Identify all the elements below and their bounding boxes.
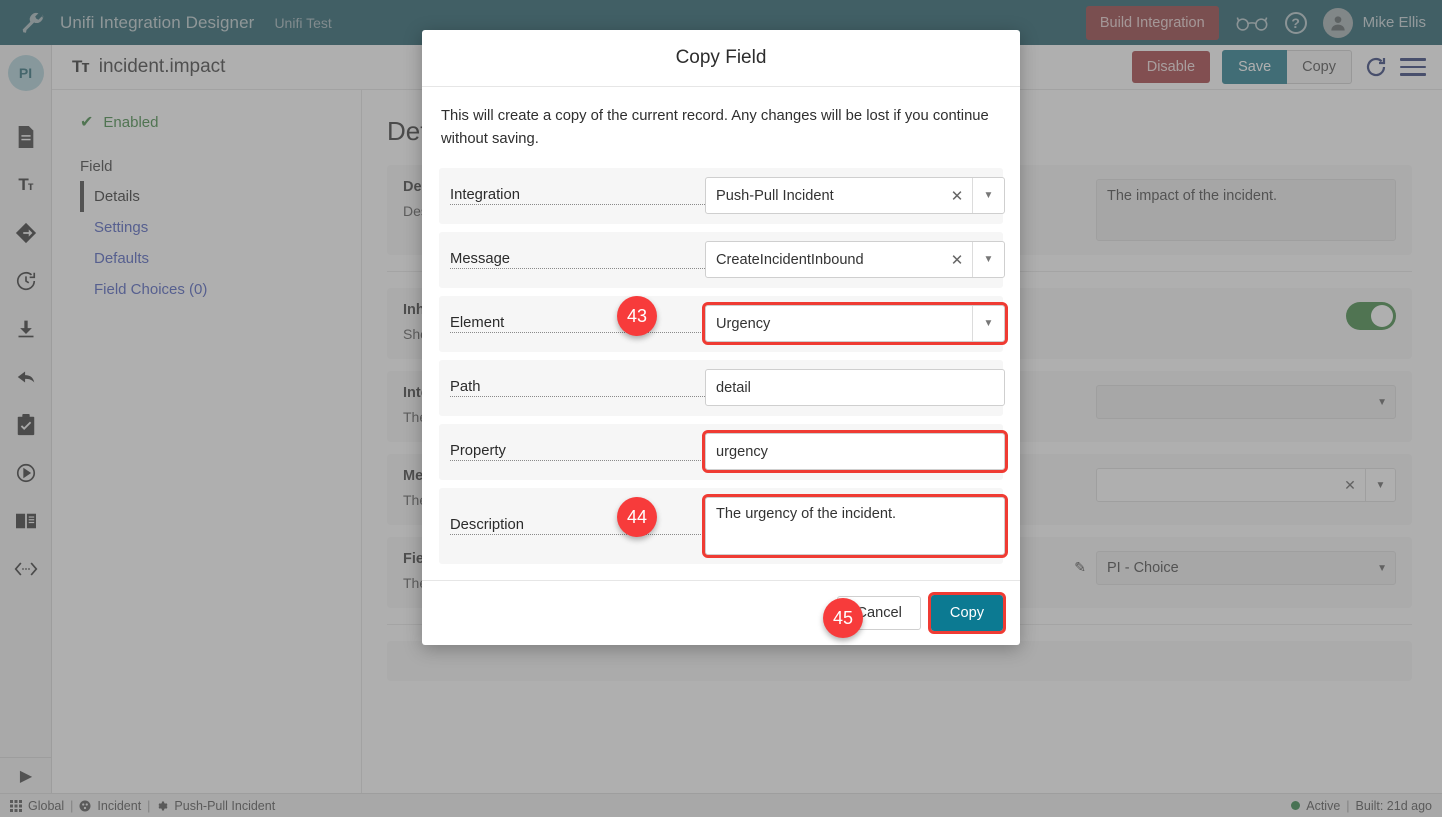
property-input[interactable]: urgency — [702, 430, 1008, 474]
modal-field-message: Message CreateIncidentInbound ✕ ▼ — [439, 231, 1005, 288]
step-badge-44: 44 — [617, 497, 657, 537]
modal-body: This will create a copy of the current r… — [422, 87, 1020, 580]
clear-icon[interactable]: ✕ — [950, 187, 964, 205]
element-select[interactable]: Urgency ▼ — [702, 302, 1008, 346]
label-wrap: Path — [450, 379, 705, 397]
modal-field-path: Path detail — [439, 359, 1005, 416]
modal-title: Copy Field — [422, 30, 1020, 87]
chevron-down-icon[interactable]: ▼ — [972, 178, 1004, 214]
message-select-value: CreateIncidentInbound — [716, 251, 864, 268]
chevron-down-icon[interactable]: ▼ — [972, 306, 1004, 342]
copy-field-modal: Copy Field This will create a copy of th… — [422, 30, 1020, 645]
label-wrap: Property — [450, 443, 705, 461]
message-select[interactable]: CreateIncidentInbound ✕ ▼ — [705, 241, 1005, 279]
modal-field-element: Element Urgency ▼ — [439, 295, 1008, 352]
field-label: Property — [450, 443, 705, 461]
modal-footer: Cancel Copy — [422, 579, 1020, 645]
label-wrap: Description — [450, 517, 705, 535]
field-label: Message — [450, 251, 705, 269]
control-wrap: The urgency of the incident. — [702, 493, 1008, 558]
path-input[interactable]: detail — [705, 369, 1005, 407]
step-badge-43: 43 — [617, 296, 657, 336]
label-wrap: Message — [450, 251, 705, 269]
description-textarea[interactable]: The urgency of the incident. — [702, 493, 1008, 558]
integration-select[interactable]: Push-Pull Incident ✕ ▼ — [705, 177, 1005, 215]
modal-intro-text: This will create a copy of the current r… — [441, 108, 989, 148]
clear-icon[interactable]: ✕ — [950, 251, 964, 269]
control-wrap: Push-Pull Incident ✕ ▼ — [705, 177, 1005, 215]
label-wrap: Integration — [450, 187, 705, 205]
control-wrap: detail — [705, 369, 1005, 407]
field-label: Integration — [450, 187, 705, 205]
control-wrap: Urgency ▼ — [702, 302, 1008, 346]
modal-field-integration: Integration Push-Pull Incident ✕ ▼ — [439, 167, 1005, 224]
field-label: Path — [450, 379, 705, 397]
control-wrap: urgency — [702, 430, 1008, 474]
modal-field-description: Description The urgency of the incident. — [439, 487, 1008, 564]
modal-field-property: Property urgency — [439, 423, 1008, 480]
confirm-copy-button[interactable]: Copy — [927, 591, 1007, 634]
field-label: Description — [450, 517, 705, 535]
control-wrap: CreateIncidentInbound ✕ ▼ — [705, 241, 1005, 279]
chevron-down-icon[interactable]: ▼ — [972, 242, 1004, 278]
integration-select-value: Push-Pull Incident — [716, 187, 834, 204]
field-label: Element — [450, 315, 705, 333]
element-select-value: Urgency — [716, 315, 771, 332]
label-wrap: Element — [450, 315, 705, 333]
step-badge-45: 45 — [823, 598, 863, 638]
